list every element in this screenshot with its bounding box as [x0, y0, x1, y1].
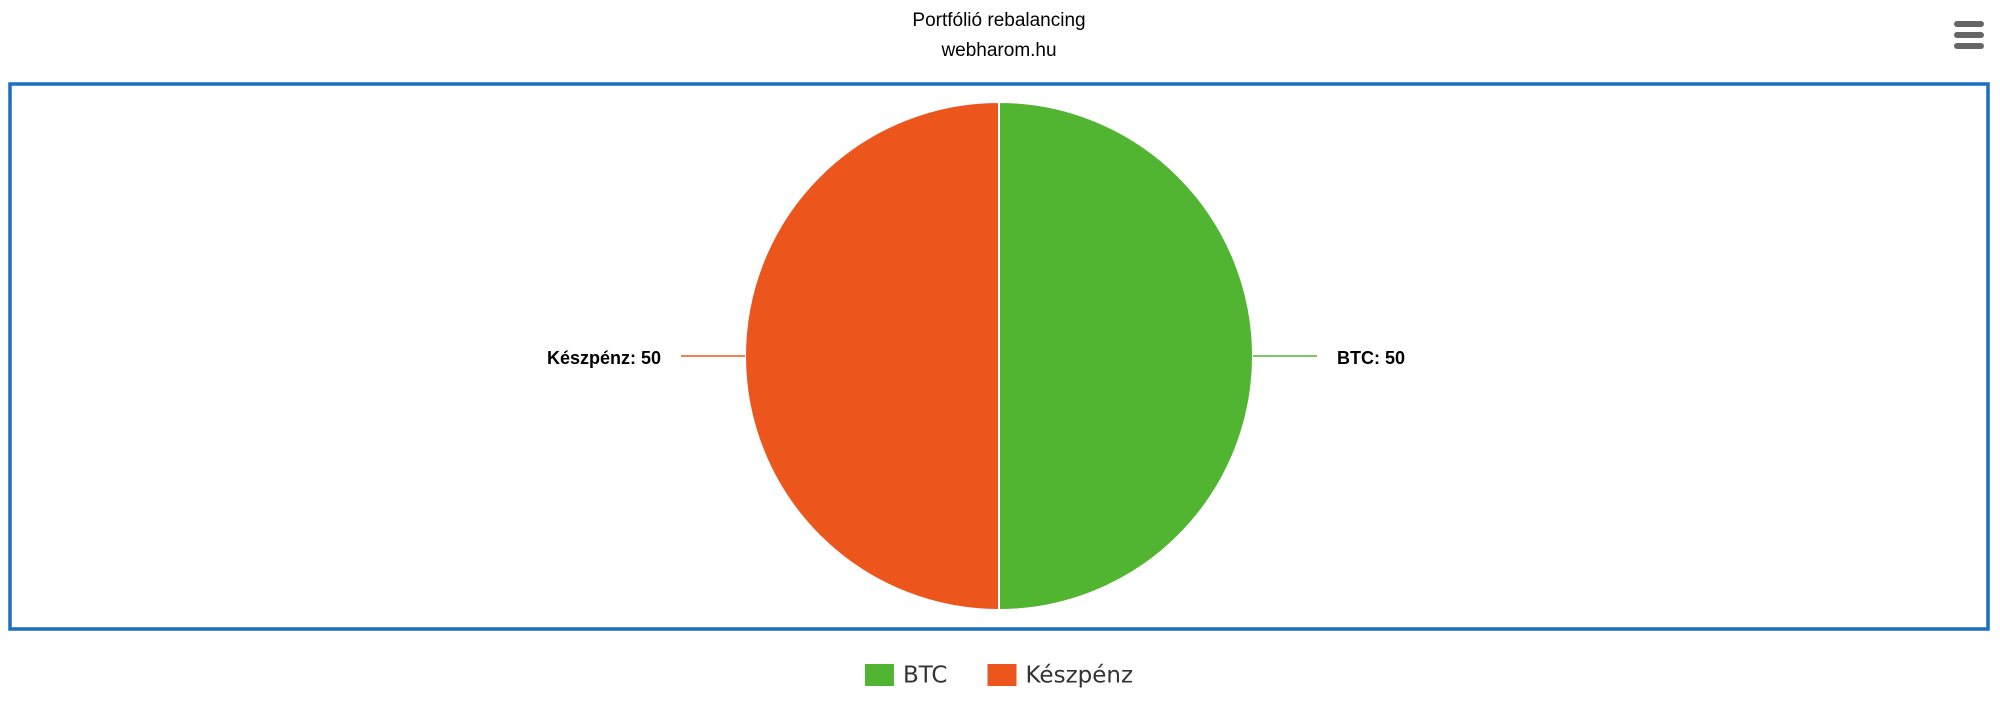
data-label: Készpénz: 50 — [547, 348, 661, 368]
legend: BTC Készpénz — [864, 663, 1134, 689]
chart-title: Portfólió rebalancing — [912, 10, 1085, 31]
menu-bar — [1954, 21, 1984, 27]
legend-item[interactable]: Készpénz — [987, 663, 1134, 689]
legend-label: Készpénz — [1026, 663, 1134, 689]
legend-swatch — [864, 664, 894, 686]
menu-button[interactable] — [1954, 21, 1984, 49]
pie-slice — [744, 101, 1000, 611]
data-label: BTC: 50 — [1337, 348, 1405, 368]
menu-bar — [1954, 32, 1984, 38]
legend-item[interactable]: BTC — [864, 663, 948, 689]
legend-label: BTC — [903, 663, 948, 689]
menu-bar — [1954, 43, 1984, 49]
legend-swatch — [987, 664, 1017, 686]
chart-subtitle: webharom.hu — [940, 40, 1056, 61]
plot-border — [8, 82, 1990, 631]
pie-slice — [998, 101, 1254, 611]
